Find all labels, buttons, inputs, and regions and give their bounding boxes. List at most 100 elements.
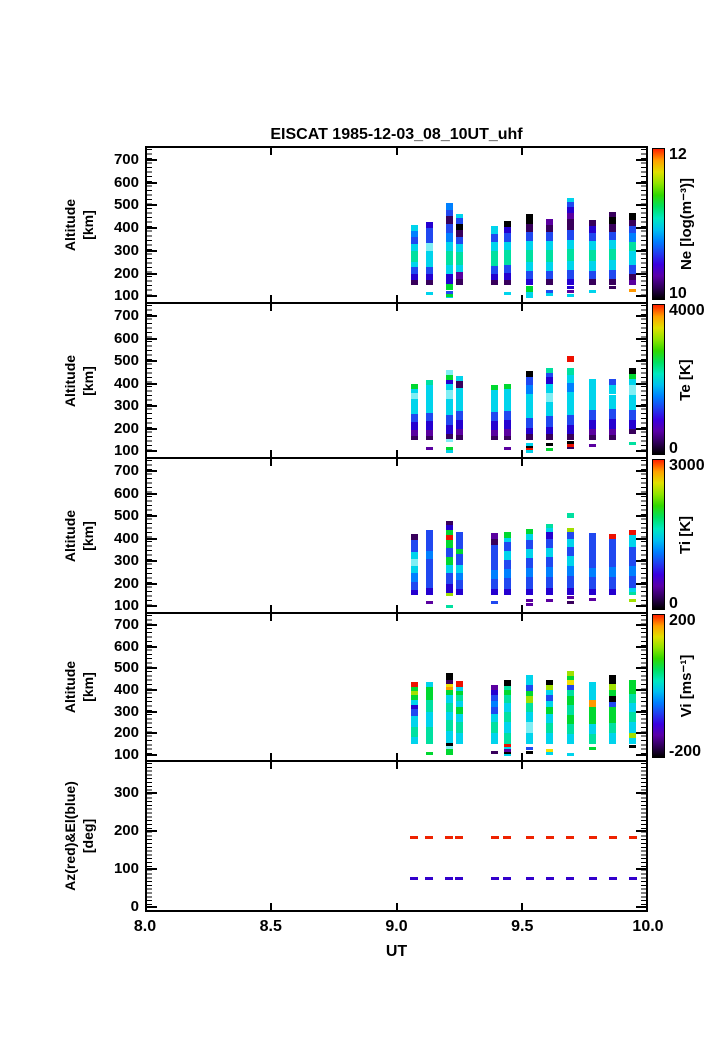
vi-segment [491, 722, 499, 734]
te-segment [425, 379, 433, 385]
te-segment [425, 397, 433, 413]
ne-segment [609, 248, 617, 261]
vi-segment [425, 686, 433, 700]
y-tick [147, 249, 157, 252]
vi-segment [425, 726, 433, 744]
ti-segment [445, 592, 453, 596]
y-axis-label-azel: Az(red)&El(blue) [deg] [62, 781, 96, 891]
vi-segment [410, 705, 418, 710]
vi-segment [589, 707, 597, 725]
ne-segment [629, 213, 637, 221]
y-tick-label: 200 [113, 574, 139, 592]
ti-segment [425, 588, 433, 596]
ne-segment [425, 242, 433, 251]
ne-segment [503, 264, 511, 274]
vi-segment [629, 702, 637, 712]
ti-segment [455, 548, 463, 555]
vi-segment [526, 722, 534, 734]
y-tick-label: 300 [113, 397, 139, 415]
vi-segment [455, 733, 463, 744]
te-segment [445, 450, 453, 453]
ne-segment [609, 270, 617, 279]
ne-segment [445, 264, 453, 274]
ti-segment [503, 542, 511, 552]
vi-segment [526, 711, 534, 723]
ne-segment [445, 241, 453, 251]
y-tick [147, 181, 157, 184]
y-tick [147, 829, 157, 832]
az-dash [503, 836, 512, 840]
ti-segment [526, 603, 534, 607]
ti-segment [609, 534, 617, 539]
colorbar-max-label: 12 [669, 146, 687, 163]
ti-segment [445, 547, 453, 557]
vi-segment [445, 752, 453, 756]
colorbar-ti [652, 459, 665, 610]
ti-segment [445, 539, 453, 548]
vi-segment [566, 680, 574, 685]
ne-segment [546, 218, 554, 225]
te-segment [445, 379, 453, 384]
vi-segment [503, 722, 511, 734]
vi-segment [410, 691, 418, 696]
ti-segment [546, 524, 554, 528]
vi-segment [629, 745, 637, 749]
ne-segment [410, 230, 418, 237]
ne-segment [491, 273, 499, 280]
el-dash [445, 877, 454, 881]
vi-segment [491, 713, 499, 723]
vi-segment [410, 715, 418, 727]
colorbar-title-te: Te [K] [677, 358, 694, 401]
te-segment [503, 388, 511, 397]
te-segment [503, 447, 511, 451]
ne-segment [445, 286, 453, 290]
ne-segment [526, 289, 534, 293]
vi-segment [455, 700, 463, 708]
el-dash [410, 877, 419, 881]
ne-segment [629, 250, 637, 265]
vi-segment [491, 695, 499, 701]
ne-segment [445, 250, 453, 265]
ti-segment [526, 539, 534, 549]
ne-segment [410, 250, 418, 262]
vi-segment [589, 747, 597, 751]
te-segment [425, 429, 433, 436]
ti-segment [546, 576, 554, 589]
te-segment [526, 445, 534, 449]
ne-segment [455, 214, 463, 218]
y-tick-label: 100 [113, 859, 139, 877]
y-tick [636, 667, 646, 670]
y-tick [147, 204, 157, 207]
ne-segment [589, 225, 597, 234]
y-tick-label: 100 [113, 442, 139, 460]
ti-segment [410, 539, 418, 553]
ne-segment [566, 239, 574, 249]
colorbar-title-vi: Vi [ms⁻¹] [678, 654, 695, 718]
vi-segment [503, 680, 511, 686]
te-segment [629, 373, 637, 380]
te-segment [589, 428, 597, 436]
y-tick-label: 500 [113, 196, 139, 214]
vi-segment [491, 700, 499, 708]
x-tick-label: 8.5 [259, 918, 282, 935]
ti-segment [566, 532, 574, 539]
vi-segment [526, 696, 534, 703]
vi-segment [445, 683, 453, 688]
ti-segment [526, 568, 534, 578]
vi-segment [566, 675, 574, 681]
ne-segment [425, 221, 433, 229]
vi-segment [445, 687, 453, 691]
ne-segment [425, 279, 433, 285]
te-segment [445, 390, 453, 400]
ti-segment [503, 560, 511, 570]
te-segment [491, 384, 499, 390]
te-segment [425, 447, 433, 451]
x-axis-label: UT [385, 943, 408, 960]
x-tick [521, 295, 524, 302]
y-tick [147, 450, 157, 453]
te-segment [410, 399, 418, 415]
ne-segment [609, 217, 617, 224]
y-tick [636, 560, 646, 563]
ti-segment [425, 551, 433, 559]
ti-segment [445, 605, 453, 608]
